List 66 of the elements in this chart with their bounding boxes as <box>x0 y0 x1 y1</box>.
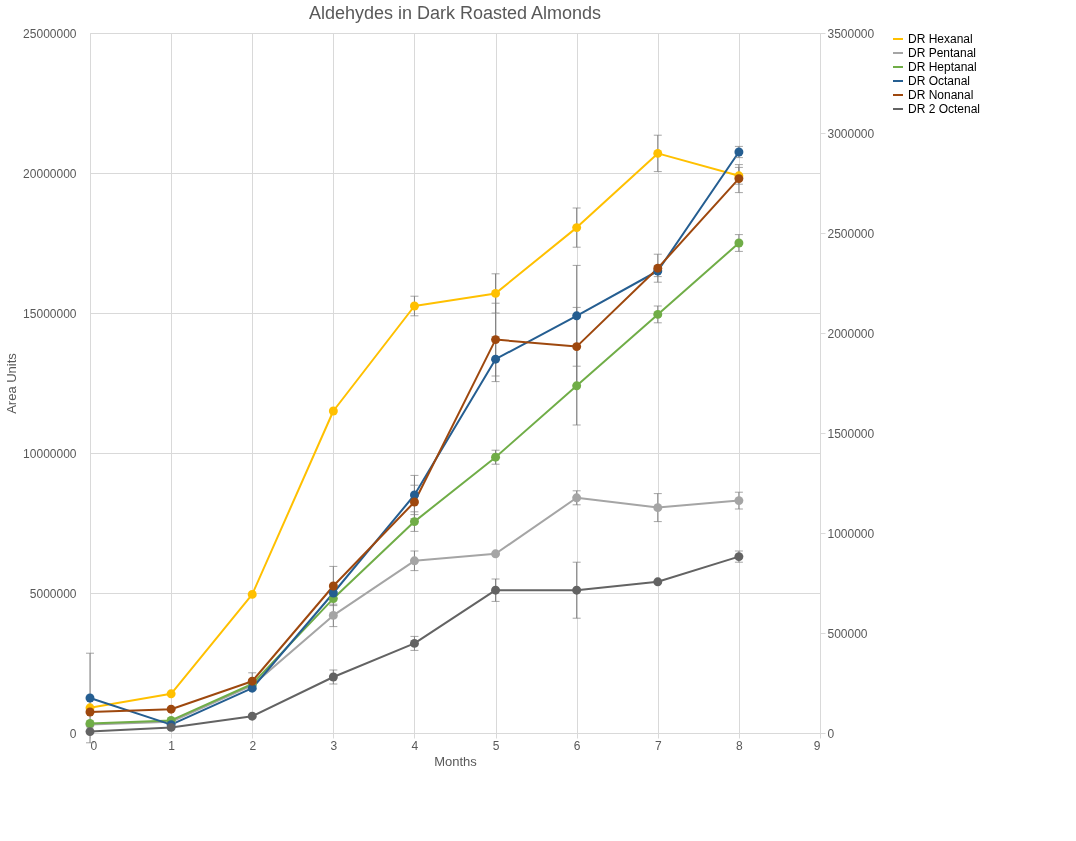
x-tick-label: 9 <box>813 738 821 753</box>
x-tick-label: 3 <box>330 738 338 753</box>
x-tick-label: 0 <box>90 738 98 753</box>
y2-tick-label: 0 <box>827 726 835 741</box>
point <box>734 496 744 506</box>
point <box>572 342 582 352</box>
x-tick-label: 2 <box>249 738 257 753</box>
y-tick-label: 5000000 <box>29 586 77 601</box>
point <box>491 452 501 462</box>
y-axis-title: Area Units <box>4 352 20 414</box>
point <box>247 589 257 599</box>
y2-tick-label: 500000 <box>827 626 868 641</box>
point <box>572 311 582 321</box>
x-tick-label: 5 <box>492 738 500 753</box>
point <box>328 610 338 620</box>
point <box>409 556 419 566</box>
x-tick-label: 8 <box>736 738 744 753</box>
x-tick-label: 6 <box>573 738 581 753</box>
x-axis-title: Months <box>434 753 478 769</box>
point <box>247 711 257 721</box>
y2-tick-label: 1500000 <box>827 426 875 441</box>
legend-label: DR 2 Octenal <box>908 102 981 116</box>
point <box>409 497 419 507</box>
point <box>653 503 663 513</box>
y2-tick-label: 2500000 <box>827 226 875 241</box>
x-tick-label: 7 <box>654 738 662 753</box>
point <box>166 689 176 699</box>
point <box>572 223 582 233</box>
point <box>409 638 419 648</box>
point <box>491 288 501 298</box>
point <box>491 585 501 595</box>
point <box>328 581 338 591</box>
legend-label: DR Heptanal <box>908 60 977 74</box>
point <box>491 549 501 559</box>
point <box>491 354 501 364</box>
point <box>572 585 582 595</box>
legend-label: DR Pentanal <box>908 46 977 60</box>
point <box>85 727 95 737</box>
legend-label: DR Hexanal <box>908 32 973 46</box>
point <box>653 577 663 587</box>
y2-tick-label: 3500000 <box>827 26 875 41</box>
point <box>409 301 419 311</box>
point <box>572 381 582 391</box>
point <box>85 693 95 703</box>
y2-tick-label: 1000000 <box>827 526 875 541</box>
chart-title: Aldehydes in Dark Roasted Almonds <box>308 3 602 23</box>
point <box>572 493 582 503</box>
point <box>734 238 744 248</box>
y2-tick-label: 3000000 <box>827 126 875 141</box>
point <box>85 707 95 717</box>
y-tick-label: 0 <box>69 726 77 741</box>
y-tick-label: 25000000 <box>23 26 77 41</box>
point <box>409 517 419 527</box>
y2-tick-label: 2000000 <box>827 326 875 341</box>
legend-label: DR Octanal <box>908 74 971 88</box>
y-tick-label: 20000000 <box>23 166 77 181</box>
legend-label: DR Nonanal <box>908 88 974 102</box>
point <box>653 148 663 158</box>
x-tick-label: 1 <box>168 738 176 753</box>
x-tick-label: 4 <box>411 738 419 753</box>
point <box>166 704 176 714</box>
point <box>491 335 501 345</box>
point <box>328 406 338 416</box>
y-tick-label: 15000000 <box>23 306 77 321</box>
y-tick-label: 10000000 <box>23 446 77 461</box>
point <box>653 309 663 319</box>
